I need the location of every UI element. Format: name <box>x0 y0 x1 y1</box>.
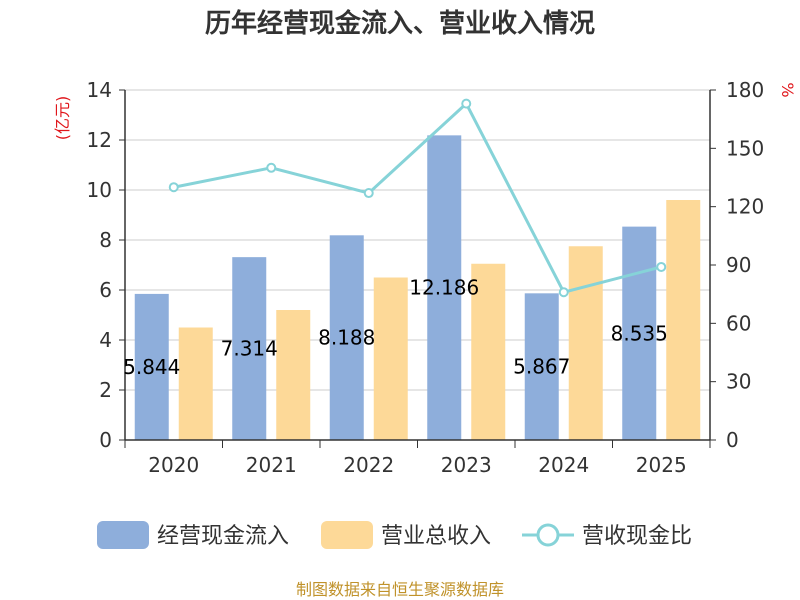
legend: 经营现金流入 营业总收入 营收现金比 <box>97 521 692 549</box>
x-axis-tick-label: 2023 <box>441 453 492 477</box>
bars-layer <box>134 135 701 440</box>
chart-title: 历年经营现金流入、营业收入情况 <box>205 8 595 39</box>
left-axis-tick-label: 14 <box>87 78 112 102</box>
ratio-line <box>173 101 662 294</box>
ratio-point <box>168 182 179 193</box>
legend-swatch-cashflow <box>97 521 149 549</box>
left-axis-unit: (亿元) <box>53 96 72 141</box>
left-axis-tick-label: 2 <box>99 378 112 402</box>
right-axis-tick-label: 150 <box>726 136 764 160</box>
grid-lines <box>125 89 710 391</box>
x-axis-tick-label: 2021 <box>246 453 297 477</box>
data-labels: 5.844 7.314 8.188 12.186 5.867 8.535 <box>123 276 668 379</box>
right-axis-tick-label: 0 <box>726 428 739 452</box>
data-label-cashflow: 5.844 <box>123 355 180 379</box>
bar-revenue <box>178 327 213 440</box>
bar-cashflow <box>329 235 364 440</box>
x-axis-tick-label: 2024 <box>538 453 589 477</box>
left-axis-tick-label: 0 <box>99 428 112 452</box>
line-layer <box>168 98 667 298</box>
right-axis-tick-label: 30 <box>726 370 751 394</box>
axes: 0 2 4 6 8 10 12 14 0 30 60 90 120 150 180 2020 2021 2022 2… <box>87 78 765 477</box>
data-label-cashflow: 12.186 <box>409 276 479 300</box>
right-axis-tick-label: 60 <box>726 311 751 335</box>
legend-label-cashflow: 经营现金流入 <box>157 524 289 549</box>
left-axis-tick-label: 8 <box>99 228 112 252</box>
left-axis-tick-label: 10 <box>87 178 112 202</box>
left-axis-tick-label: 12 <box>87 128 112 152</box>
x-axis-tick-label: 2022 <box>343 453 394 477</box>
right-axis-unit: % <box>778 82 797 97</box>
left-axis-tick-label: 4 <box>99 328 112 352</box>
x-axis-tick-label: 2020 <box>148 453 199 477</box>
ratio-point <box>363 188 374 199</box>
legend-swatch-ratio-marker <box>536 523 560 547</box>
data-label-cashflow: 5.867 <box>513 355 570 379</box>
ratio-point <box>656 261 667 272</box>
bar-revenue <box>276 310 311 440</box>
ratio-point <box>558 287 569 298</box>
right-axis-tick-label: 120 <box>726 195 764 219</box>
ratio-point <box>461 98 472 109</box>
bar-cashflow <box>524 293 559 440</box>
legend-label-ratio: 营收现金比 <box>582 524 692 549</box>
right-axis-tick-label: 90 <box>726 253 751 277</box>
legend-swatch-revenue <box>321 521 373 549</box>
ratio-point <box>266 162 277 173</box>
bar-cashflow <box>134 293 169 440</box>
right-axis-tick-label: 180 <box>726 78 764 102</box>
data-label-cashflow: 8.535 <box>611 321 668 345</box>
bar-cashflow <box>427 135 462 440</box>
bar-revenue <box>666 200 701 440</box>
source-note: 制图数据来自恒生聚源数据库 <box>296 580 504 599</box>
bar-revenue <box>373 277 408 440</box>
data-label-cashflow: 7.314 <box>221 337 278 361</box>
bar-revenue <box>568 246 603 440</box>
data-label-cashflow: 8.188 <box>318 326 375 350</box>
x-axis-tick-label: 2025 <box>636 453 687 477</box>
bar-cashflow <box>622 226 657 440</box>
bar-cashflow <box>232 257 267 440</box>
legend-label-revenue: 营业总收入 <box>381 524 491 549</box>
bar-revenue <box>471 263 506 440</box>
left-axis-tick-label: 6 <box>99 278 112 302</box>
